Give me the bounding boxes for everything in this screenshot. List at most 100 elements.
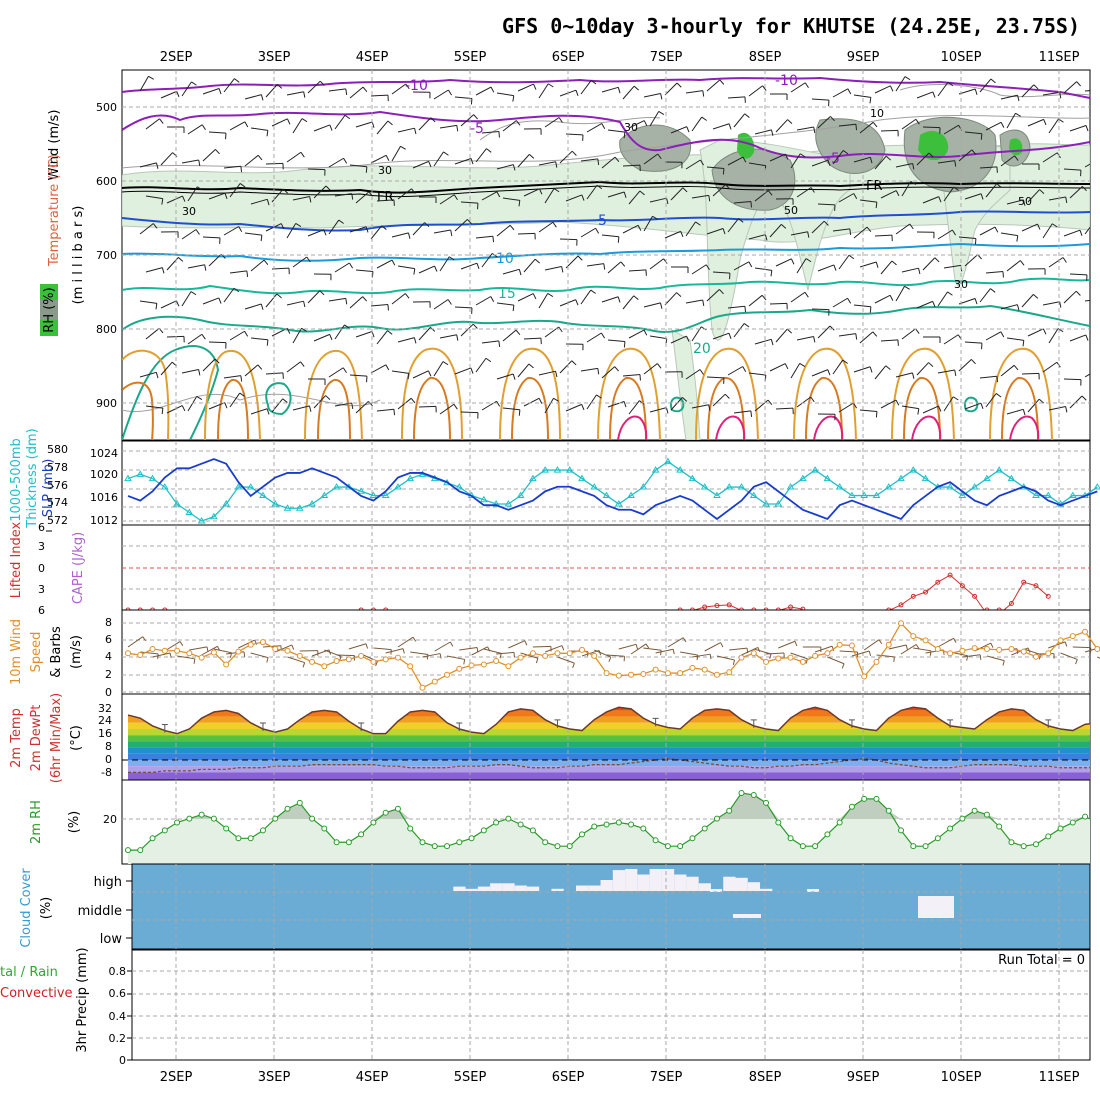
cloud-bar-middle [733, 914, 761, 918]
wind-barb [754, 399, 769, 412]
wind-barb [502, 120, 517, 132]
cloud-ylabel: (%) [39, 897, 54, 920]
wind-barb [250, 408, 268, 415]
temp-contour-30 [511, 377, 549, 440]
wind-barb [712, 332, 730, 340]
wind-barb [895, 223, 911, 235]
rh-shading-high [918, 130, 949, 161]
wind-barb-flag [869, 157, 873, 164]
upper-panel-grid [122, 70, 1090, 440]
wind-barb [1027, 189, 1040, 203]
wind-barb-flag [365, 643, 369, 649]
wind-barb [607, 261, 622, 274]
wind-barb-flag [764, 234, 768, 241]
wind-barb [376, 259, 393, 269]
wind-barb-flag [614, 366, 620, 372]
wind-barb [208, 253, 222, 267]
wind-barb [1084, 163, 1090, 168]
wind-tick: 4 [105, 650, 112, 663]
slp-tick-left: 572 [47, 514, 68, 527]
wind-barb-flag [804, 82, 809, 89]
thickness-line-point [541, 466, 550, 473]
rh-shading-lower [671, 329, 701, 440]
rh-line-point [345, 839, 352, 846]
rh-ylabel: (%) [67, 811, 82, 834]
wind-barb-flag [831, 645, 835, 652]
wind-barb [979, 288, 991, 303]
rh-line-point [787, 835, 794, 842]
thickness-line-point [614, 500, 623, 507]
wind-barb [937, 637, 954, 648]
wind-barb [1060, 652, 1078, 660]
li-tick: 0 [38, 562, 45, 575]
temp-band [128, 741, 1090, 748]
wind-barb-flag [393, 409, 396, 416]
wind-barb [349, 164, 367, 168]
wind-barb-flag [319, 290, 325, 296]
wind-barb-flag [1082, 186, 1087, 192]
wind-barb-flag [953, 638, 957, 643]
wind-barb [520, 652, 538, 659]
wind-barb [460, 262, 478, 270]
wind-speed-line-point [861, 673, 868, 680]
wind-barb-flag [680, 231, 684, 238]
wind-barb-flag [260, 235, 263, 242]
temp-contour-35 [617, 415, 648, 440]
temp-band [128, 729, 1090, 736]
wind-barb-flag [263, 259, 269, 265]
wind-speed-line-point [824, 650, 831, 657]
wind-barb-flag [329, 334, 333, 341]
wind-speed-line-point [382, 656, 389, 663]
wind-barb [166, 335, 185, 338]
wind-speed-line-point [652, 666, 659, 673]
wind-barb-flag [218, 297, 222, 304]
wind-barb-flag [385, 155, 390, 161]
wind-barb-flag [323, 229, 327, 236]
upper-tick-700: 700 [96, 249, 117, 262]
top-date-label: 3SEP [258, 50, 291, 65]
wind-barb [412, 370, 429, 379]
precip-ylabel: Convective [0, 986, 73, 1001]
bottom-date-label: 6SEP [552, 1070, 585, 1085]
wind-barb [1006, 337, 1024, 341]
wind-barb-flag [1020, 260, 1025, 266]
wind-barb [1042, 223, 1053, 239]
wind-barb [1021, 223, 1038, 232]
thickness-line-point [173, 500, 181, 507]
temp-ylabel: (°C) [69, 725, 84, 751]
wind-barb [964, 341, 982, 344]
wind-barb-flag [1075, 659, 1078, 665]
wind-barb [496, 651, 515, 655]
wind-barb [454, 96, 472, 99]
wind-speed-line-point [836, 641, 843, 648]
wind-barb-flag [1079, 230, 1083, 236]
wind-barb [538, 293, 549, 309]
wind-barb [827, 656, 845, 665]
cloud-bar-high [760, 888, 773, 891]
wind-barb [454, 219, 468, 232]
wind-barb [649, 335, 667, 340]
wind-barb [958, 88, 976, 95]
wind-barb [275, 644, 293, 653]
thickness-line-point [308, 500, 316, 507]
slp-panel-series [124, 457, 1100, 524]
wind-barb [985, 121, 1002, 131]
wind-barb [649, 258, 664, 270]
thickness-line-point [823, 474, 832, 482]
wind-barb [502, 407, 520, 411]
upper-wind-barbs [139, 75, 1090, 421]
wind-barb [370, 364, 387, 374]
wind-barb [1021, 372, 1040, 375]
wind-barb-flag [590, 289, 596, 294]
wind-barb-flag [515, 329, 521, 335]
wind-barb [202, 87, 220, 95]
wind-speed-line-point [1008, 646, 1015, 652]
thickness-line-point [884, 483, 893, 490]
wind-barb [271, 267, 290, 270]
wind-barb-flag [176, 91, 180, 98]
rh-line-point [738, 789, 745, 796]
wind-barb-flag [657, 153, 662, 160]
wind-barb-flag [852, 402, 858, 409]
wind-barb-flag [534, 258, 541, 264]
wind-barb-flag [498, 340, 501, 347]
